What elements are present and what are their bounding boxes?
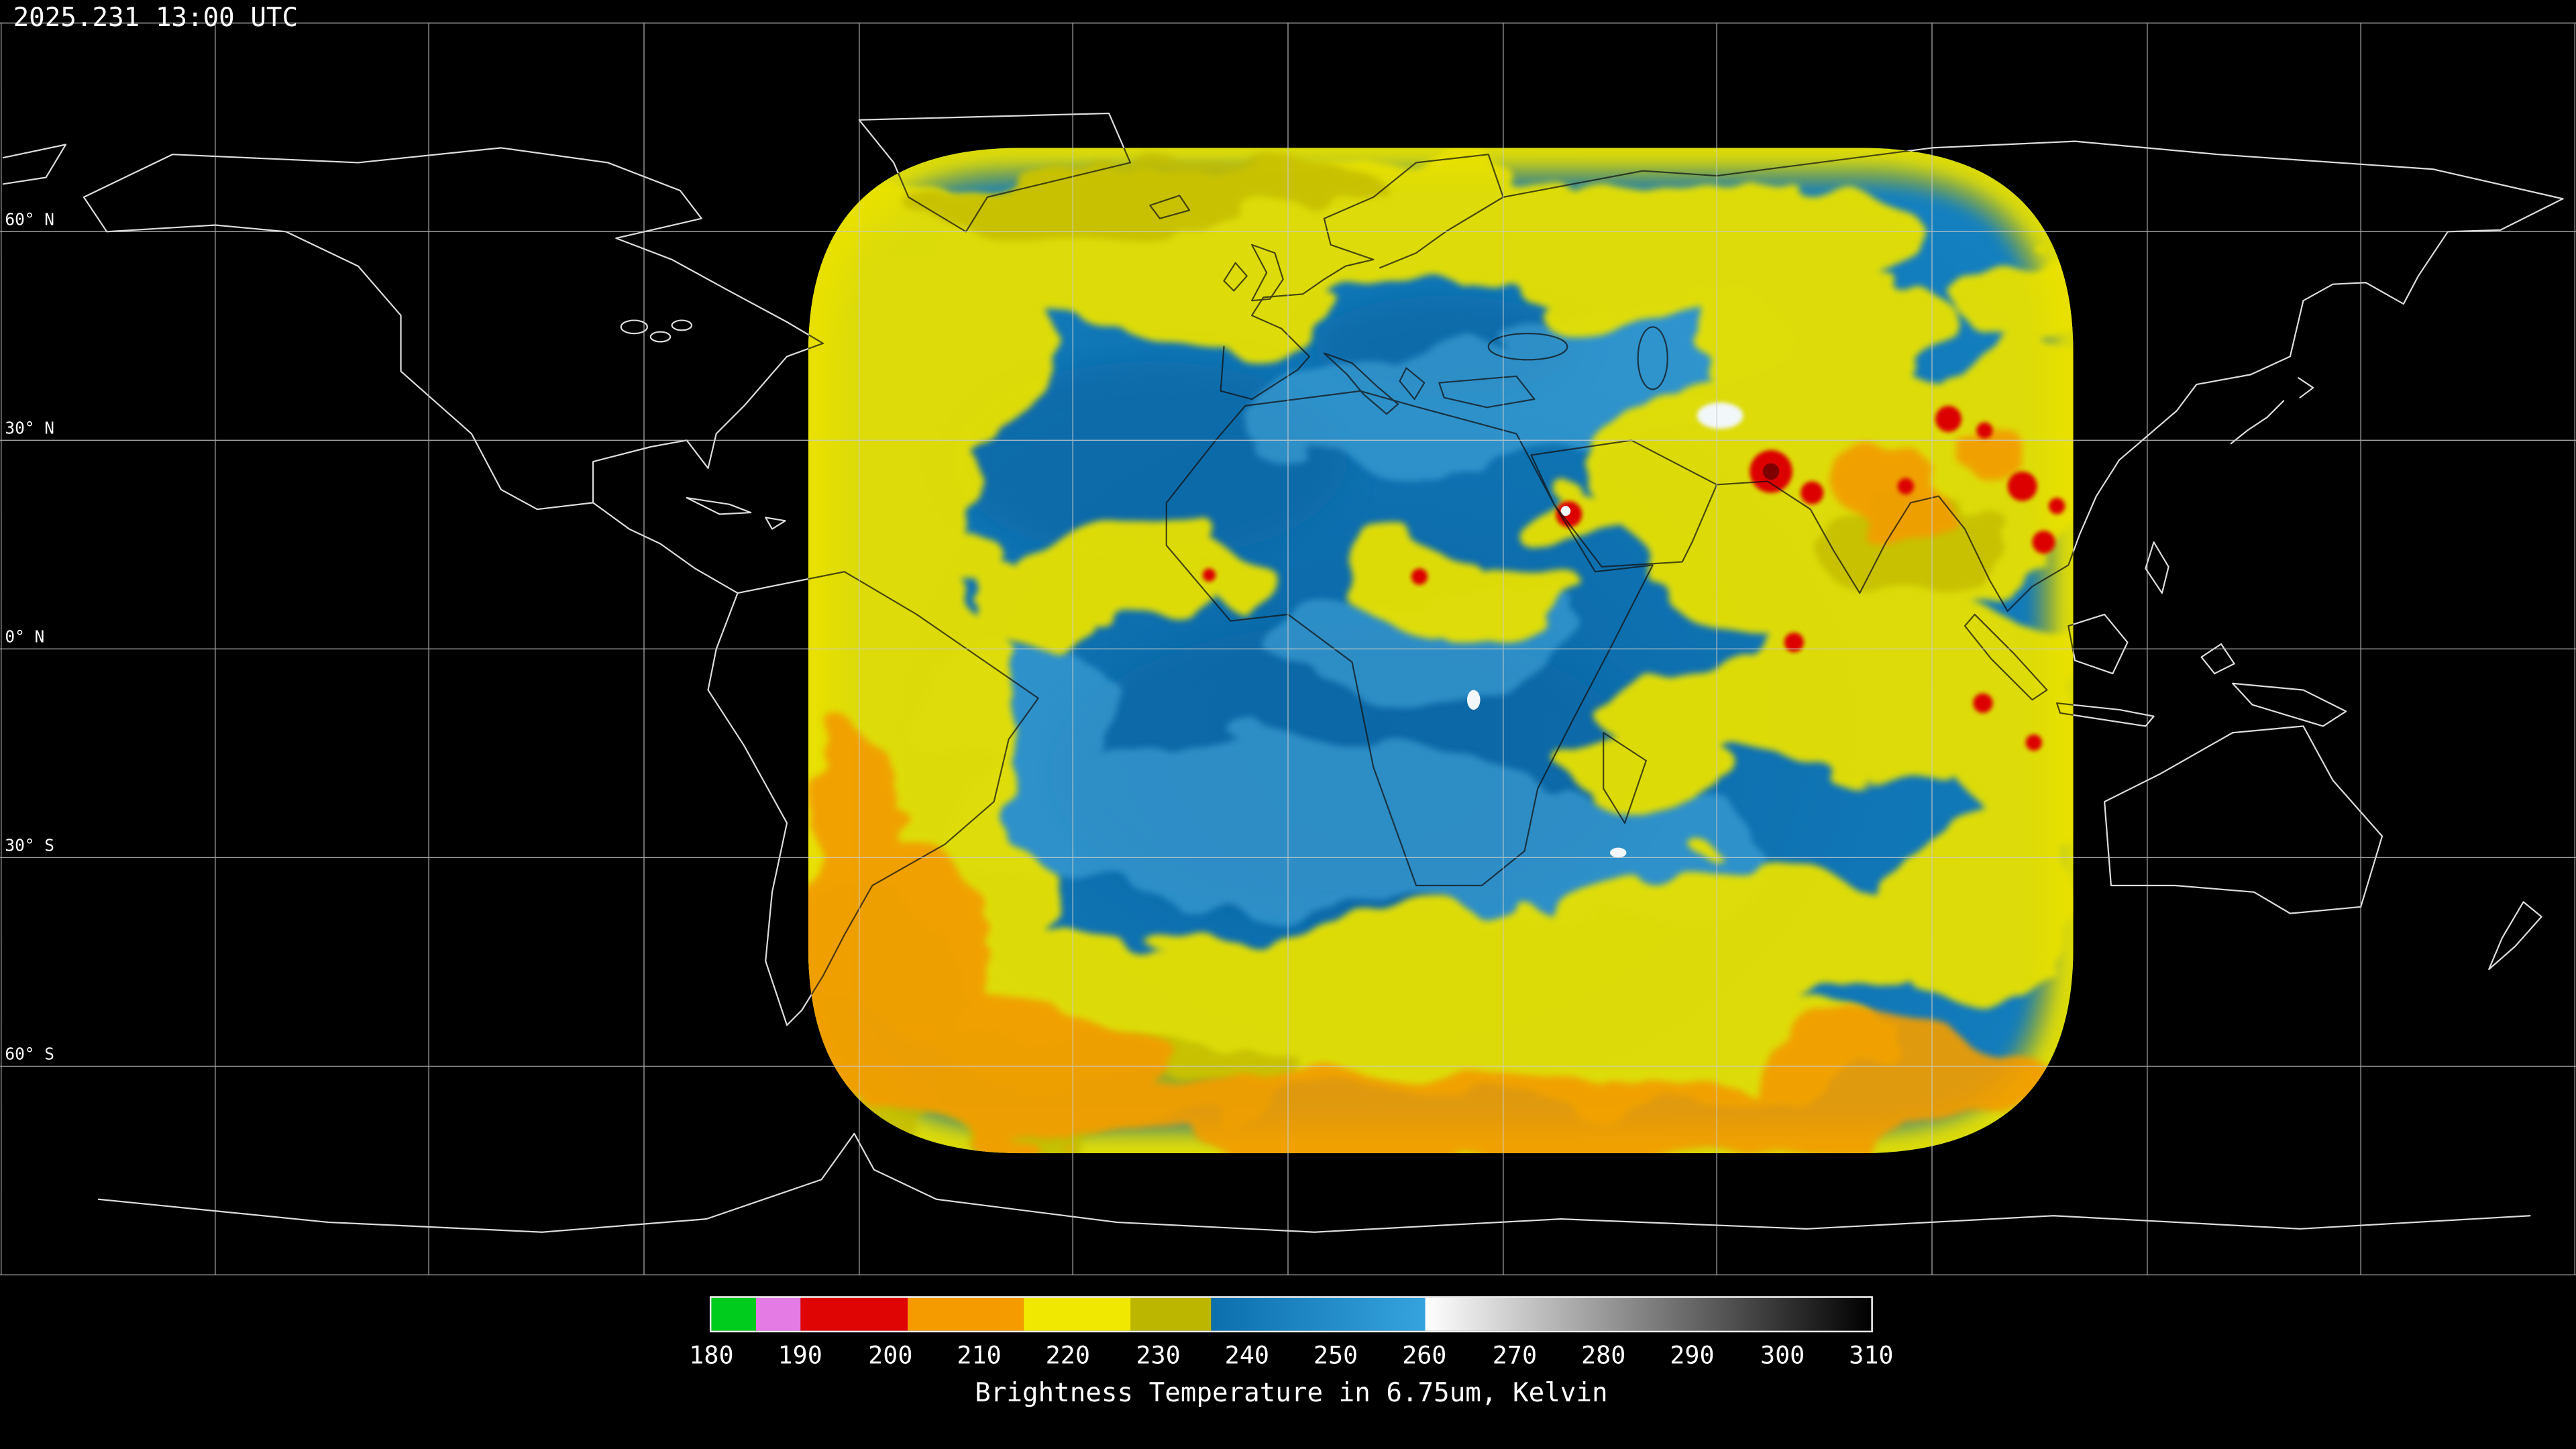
colorbar-segment-green — [711, 1297, 757, 1331]
colorbar-segment-grayscale — [1425, 1297, 1872, 1331]
colorbar-segment-red — [800, 1297, 908, 1331]
lat-label-30s: 30° S — [5, 836, 54, 855]
overshoot-white-dot — [1560, 506, 1571, 516]
colorbar-tick-290: 290 — [1670, 1341, 1714, 1370]
lake-marks — [1466, 690, 1627, 858]
colorbar-tick-310: 310 — [1849, 1341, 1893, 1370]
colorbar-segment-olive — [1130, 1297, 1212, 1331]
colorbar-tick-180: 180 — [689, 1341, 733, 1370]
colorbar-tick-260: 260 — [1402, 1341, 1446, 1370]
colorbar-segment-blue — [1211, 1297, 1426, 1331]
colorbar-segment-yellow — [1023, 1297, 1131, 1331]
satellite-swath — [808, 148, 2074, 1154]
latitude-labels: 60° N 30° N 0° N 30° S 60° S — [5, 210, 54, 1064]
colorbar-tick-300: 300 — [1760, 1341, 1805, 1370]
colorbar-tick-190: 190 — [777, 1341, 822, 1370]
convective-core-maroon — [1762, 463, 1780, 480]
lat-label-30n: 30° N — [5, 419, 54, 438]
colorbar-tick-250: 250 — [1313, 1341, 1358, 1370]
colorbar-caption: Brightness Temperature in 6.75um, Kelvin — [975, 1378, 1607, 1408]
lat-label-60s: 60° S — [5, 1044, 54, 1064]
colorbar-segment-orange — [908, 1297, 1024, 1331]
colorbar-tick-240: 240 — [1225, 1341, 1269, 1370]
lat-label-0n: 0° N — [5, 627, 44, 647]
timestamp-label: 2025.231 13:00 UTC — [13, 3, 299, 33]
lat-label-60n: 60° N — [5, 210, 54, 229]
colorbar-tick-270: 270 — [1493, 1341, 1537, 1370]
colorbar-tick-200: 200 — [868, 1341, 912, 1370]
gray-scale-cloud-patch — [1697, 402, 1743, 429]
colorbar-border — [709, 1296, 1873, 1333]
colorbar: 180 190 200 210 220 230 240 250 260 270 … — [689, 1296, 1894, 1408]
colorbar-tick-210: 210 — [957, 1341, 1001, 1370]
colorbar-tick-labels: 180 190 200 210 220 230 240 250 260 270 … — [689, 1341, 1893, 1370]
swath-cold-orange — [808, 414, 2054, 1154]
colorbar-tick-230: 230 — [1136, 1341, 1180, 1370]
colorbar-tick-280: 280 — [1581, 1341, 1625, 1370]
colorbar-segment-pink — [756, 1297, 801, 1331]
colorbar-tick-220: 220 — [1046, 1341, 1090, 1370]
graticule — [0, 22, 2576, 1276]
